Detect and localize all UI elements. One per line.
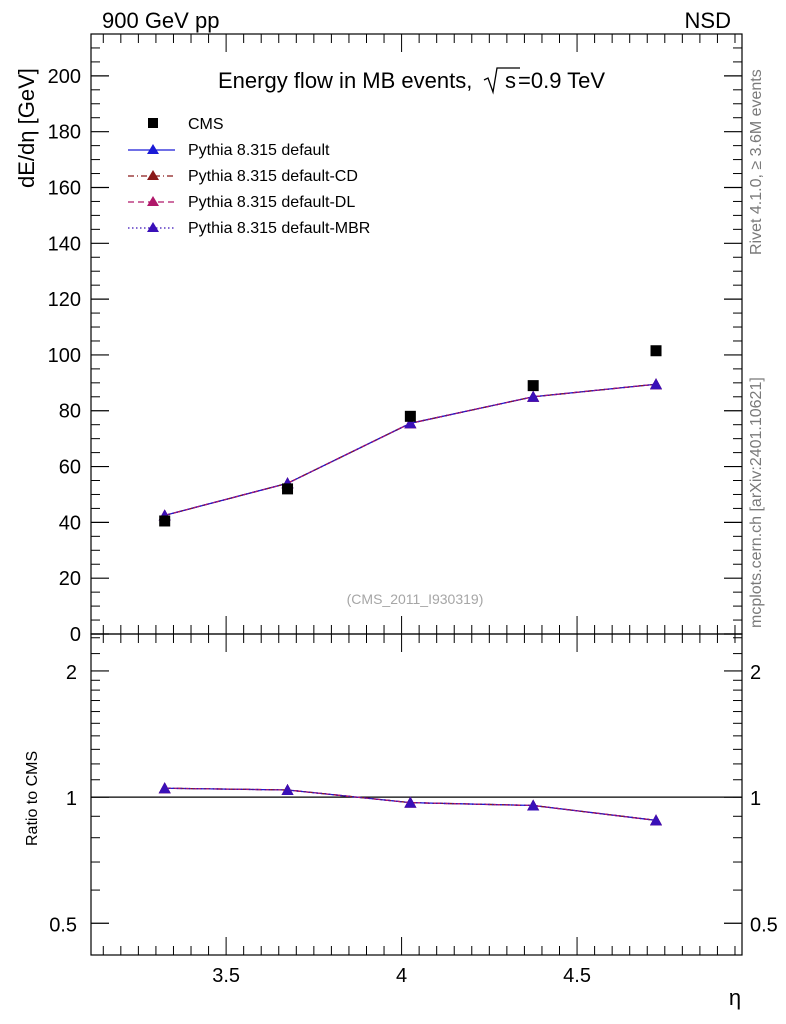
main-y-tick-label: 80 bbox=[59, 401, 81, 423]
main-y-tick-label: 100 bbox=[48, 345, 81, 367]
ratio-y-axis-label: Ratio to CMS bbox=[24, 751, 41, 846]
header-left: 900 GeV pp bbox=[102, 8, 219, 33]
main-y-tick-label: 0 bbox=[70, 624, 81, 646]
x-tick-label: 3.5 bbox=[212, 965, 240, 987]
ratio-series-point bbox=[527, 799, 540, 811]
main-series-point bbox=[404, 417, 417, 429]
mcplots-label: mcplots.cern.ch [arXiv:2401.10621] bbox=[748, 377, 765, 628]
ratio-series-point bbox=[404, 796, 417, 808]
legend-label-cms: CMS bbox=[188, 116, 224, 133]
ratio-series-group bbox=[91, 782, 742, 826]
reference-analysis-label: (CMS_2011_I930319) bbox=[347, 591, 484, 607]
main-y-axis: 0 20 40 60 80 100 120 140 160 180 200 bbox=[48, 33, 742, 646]
ratio-y-tick-label-right: 1 bbox=[750, 788, 761, 810]
cms-data-point bbox=[527, 380, 539, 392]
x-tick-label: 4 bbox=[396, 965, 407, 987]
ratio-series-point bbox=[650, 814, 663, 826]
legend-marker-cms bbox=[148, 118, 158, 128]
chart-title-sqrt-arg: s bbox=[505, 68, 516, 93]
ratio-series-point bbox=[158, 782, 171, 794]
sqrt-sign bbox=[483, 67, 520, 95]
main-series-group bbox=[158, 345, 663, 527]
legend-label-dl: Pythia 8.315 default-DL bbox=[188, 194, 355, 211]
main-x-ticks bbox=[102, 34, 736, 634]
ratio-panel-frame bbox=[90, 633, 743, 956]
chart-title-text: Energy flow in MB events, bbox=[218, 68, 472, 93]
legend-marker-cd bbox=[147, 170, 159, 180]
legend-marker-default bbox=[147, 144, 159, 154]
main-y-tick-label: 20 bbox=[59, 568, 81, 590]
ratio-y-axis: 0.5 0.5 1 1 2 2 bbox=[49, 637, 778, 936]
chart-title-suffix: =0.9 TeV bbox=[518, 68, 605, 93]
main-series-line bbox=[164, 383, 657, 517]
legend-label-mbr: Pythia 8.315 default-MBR bbox=[188, 220, 370, 237]
ratio-series-point bbox=[281, 783, 294, 795]
ratio-y-tick-label: 0.5 bbox=[49, 914, 77, 936]
main-y-tick-label: 60 bbox=[59, 457, 81, 479]
cms-data-point bbox=[404, 410, 416, 422]
ratio-y-tick-label-right: 2 bbox=[750, 662, 761, 684]
ratio-y-tick-label: 1 bbox=[66, 788, 77, 810]
main-y-tick-label: 120 bbox=[48, 289, 81, 311]
ratio-series-line bbox=[164, 787, 657, 822]
cms-data-point bbox=[282, 483, 294, 495]
legend-marker-mbr bbox=[147, 222, 159, 232]
legend-label-default: Pythia 8.315 default bbox=[188, 142, 330, 159]
header-right: NSD bbox=[685, 8, 731, 33]
main-y-tick-label: 140 bbox=[48, 233, 81, 255]
legend-marker-dl bbox=[147, 196, 159, 206]
ratio-y-tick-label: 2 bbox=[66, 662, 77, 684]
ratio-y-tick-label-right: 0.5 bbox=[750, 914, 778, 936]
x-tick-label: 4.5 bbox=[563, 965, 591, 987]
x-axis-label: η bbox=[729, 985, 741, 1010]
cms-data-point bbox=[650, 345, 662, 357]
main-y-tick-label: 180 bbox=[48, 122, 81, 144]
main-series-point bbox=[527, 390, 540, 402]
main-y-axis-label: dE/dη [GeV] bbox=[14, 68, 39, 188]
legend-label-cd: Pythia 8.315 default-CD bbox=[188, 168, 358, 185]
ratio-panel: 0.5 0.5 1 1 2 2 3.5 4 4.5 Ratio to CMS η bbox=[24, 633, 778, 1010]
main-y-tick-label: 160 bbox=[48, 177, 81, 199]
legend: CMS Pythia 8.315 default Pythia 8.315 de… bbox=[128, 116, 370, 237]
main-series-point bbox=[650, 378, 663, 390]
cms-data-point bbox=[159, 515, 171, 527]
main-y-tick-label: 40 bbox=[59, 512, 81, 534]
main-y-tick-label: 200 bbox=[48, 66, 81, 88]
ratio-x-axis: 3.5 4 4.5 bbox=[102, 634, 736, 987]
chart-title: Energy flow in MB events, s =0.9 TeV bbox=[218, 67, 605, 95]
rivet-version-label: Rivet 4.1.0, ≥ 3.6M events bbox=[748, 69, 765, 255]
